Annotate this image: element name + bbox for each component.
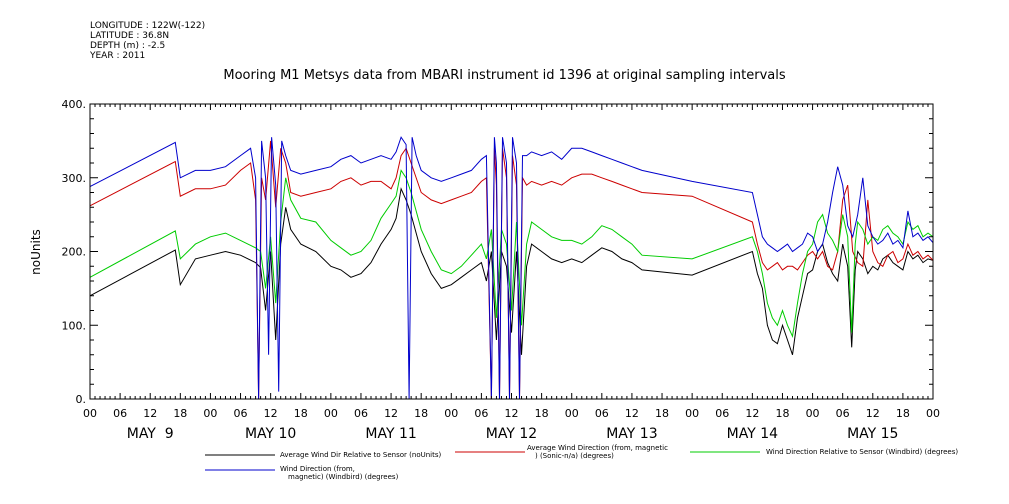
longitude-line: LONGITUDE : 122W(-122) [90,21,206,31]
day-label: MAY 15 [847,426,898,442]
x-tick-label: 06 [113,407,127,420]
legend-label-3: Wind Direction Relative to Sensor (Windb… [766,448,958,456]
legend: Average Wind Dir Relative to Sensor (noU… [205,444,958,481]
x-tick-label: 18 [896,407,910,420]
day-label: MAY 11 [365,426,416,442]
y-tick-label: 0. [76,393,87,406]
chart-title: Mooring M1 Metsys data from MBARI instru… [223,68,786,83]
x-tick-label: 00 [926,407,940,420]
x-tick-label: 18 [414,407,428,420]
legend-label-4: Wind Direction (from, magnetic) (Windbird… [280,465,399,481]
axis-layer: 00 06 12 18 00 06 12 18 00 06 12 18 00 06 12 18 00 06 12 18… [62,98,941,442]
day-label: MAY 12 [486,426,537,442]
y-axis-label: noUnits [29,229,43,275]
x-tick-label: 12 [384,407,398,420]
x-tick-label: 00 [806,407,820,420]
x-tick-label: 00 [324,407,338,420]
y-tick-label: 300. [62,172,87,185]
x-tick-label: 12 [143,407,157,420]
legend-label-2: Average Wind Direction (from, magnetic) … [527,444,668,460]
x-tick-label: 00 [685,407,699,420]
x-tick-label: 12 [866,407,880,420]
legend-label-1: Average Wind Dir Relative to Sensor (noU… [280,451,441,459]
x-tick-label: 00 [565,407,579,420]
year-line: YEAR : 2011 [90,51,146,61]
x-tick-label: 06 [715,407,729,420]
y-tick-label: 200. [62,246,87,259]
y-tick-label: 400. [62,98,87,111]
day-label: MAY 13 [606,426,657,442]
y-tick-label: 100. [62,319,87,332]
metadata-block: LONGITUDE : 122W(-122) LATITUDE : 36.8N … [90,21,205,61]
x-tick-label: 06 [595,407,609,420]
series-line-3 [89,169,934,339]
x-tick-label: 06 [234,407,248,420]
x-tick-label: 18 [655,407,669,420]
x-tick-label: 06 [354,407,368,420]
x-tick-label: 00 [203,407,217,420]
depth-line: DEPTH (m) : -2.5 [90,41,166,51]
series-line-2 [89,140,934,400]
x-tick-label: 00 [83,407,97,420]
latitude-line: LATITUDE : 36.8N [90,31,170,41]
x-tick-label: 00 [444,407,458,420]
x-tick-label: 18 [173,407,187,420]
x-tick-label: 12 [625,407,639,420]
day-label: MAY 14 [727,426,778,442]
x-tick-label: 18 [294,407,308,420]
x-tick-label: 12 [505,407,519,420]
day-label: MAY 10 [245,426,296,442]
series-line-4 [89,136,934,400]
day-label: MAY 9 [127,426,174,442]
x-tick-label: 06 [474,407,488,420]
x-tick-label: 12 [745,407,759,420]
x-tick-label: 06 [836,407,850,420]
x-tick-label: 18 [775,407,789,420]
x-tick-label: 18 [535,407,549,420]
x-tick-label: 12 [264,407,278,420]
series-layer [89,136,934,400]
series-line-1 [89,187,934,355]
